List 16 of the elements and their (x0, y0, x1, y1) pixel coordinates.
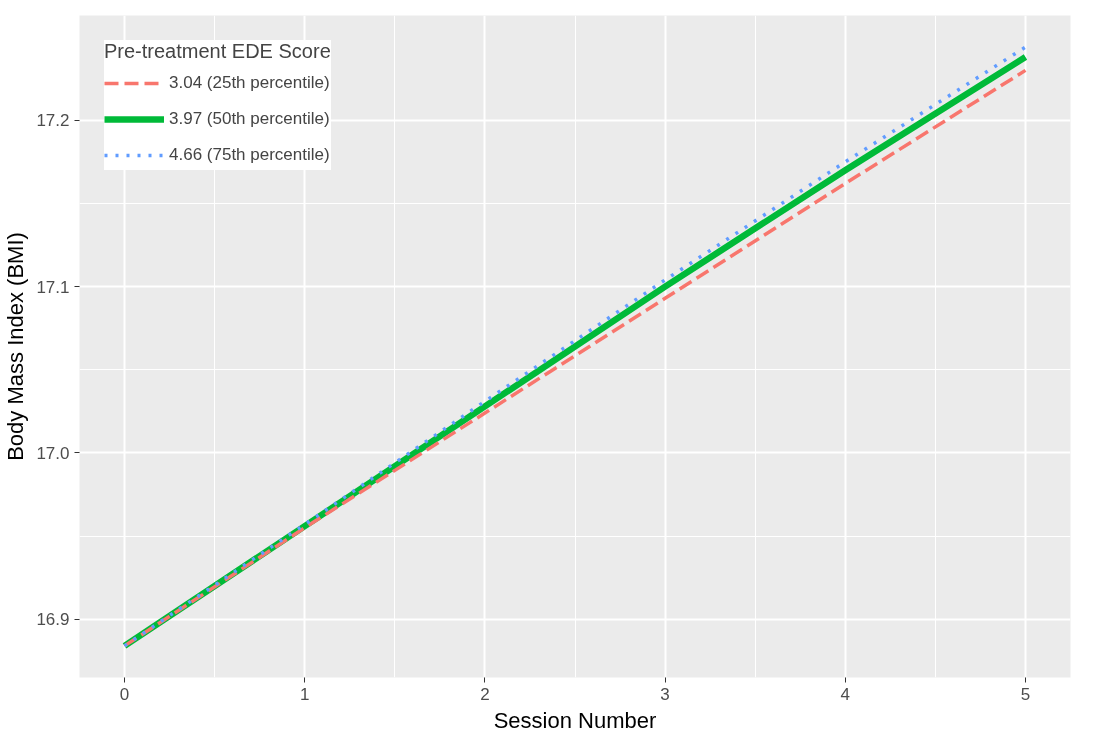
legend-title: Pre-treatment EDE Score (104, 40, 331, 63)
y-tick-label: 17.0 (36, 443, 70, 463)
x-axis-title: Session Number (493, 707, 657, 733)
y-axis-title: Body Mass Index (BMI) (3, 232, 29, 461)
legend-label: 4.66 (75th percentile) (169, 144, 330, 166)
x-tick-label: 0 (119, 684, 130, 704)
x-tick-label: 1 (300, 684, 310, 704)
legend-label: 3.97 (50th percentile) (169, 108, 330, 130)
legend-label: 3.04 (25th percentile) (169, 72, 330, 94)
x-tick-label: 4 (840, 684, 851, 704)
y-tick-label: 17.1 (36, 277, 70, 297)
x-tick-label: 2 (480, 684, 490, 704)
x-tick-label: 5 (1020, 684, 1031, 704)
y-tick-label: 16.9 (36, 610, 70, 630)
x-tick-label: 3 (660, 684, 670, 704)
y-tick-label: 17.2 (36, 111, 70, 131)
